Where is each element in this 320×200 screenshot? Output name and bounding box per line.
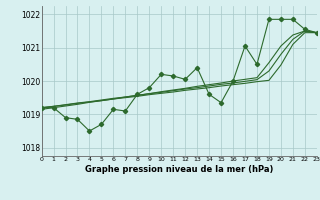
- X-axis label: Graphe pression niveau de la mer (hPa): Graphe pression niveau de la mer (hPa): [85, 165, 273, 174]
